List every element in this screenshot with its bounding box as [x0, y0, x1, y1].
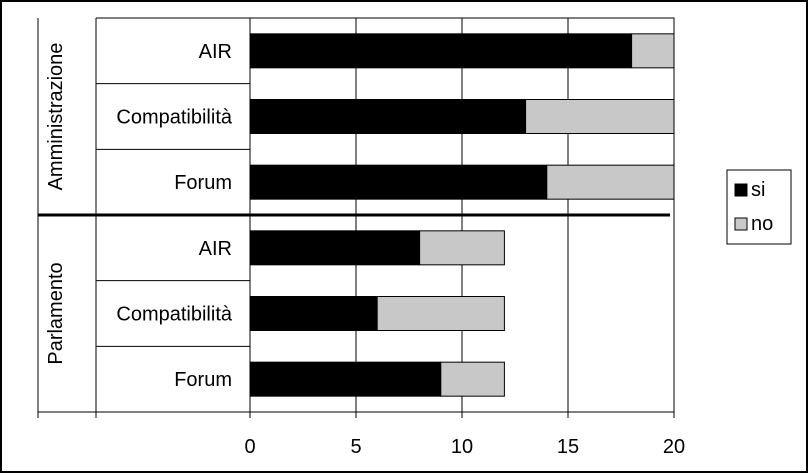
bar-si: [249, 296, 378, 331]
bar-si: [249, 361, 442, 397]
bar-no: [376, 296, 505, 331]
bar-si: [249, 33, 633, 69]
legend-box: [726, 169, 792, 245]
x-tick-label: 10: [451, 436, 473, 458]
x-tick-label: 5: [350, 436, 361, 458]
bar-no: [546, 164, 675, 200]
category-label: AIR: [199, 238, 232, 260]
bar-si: [249, 99, 527, 134]
bar-no: [440, 361, 505, 397]
category-label: Compatibilità: [116, 107, 232, 129]
bar-no: [631, 33, 675, 69]
legend-swatch-no: [734, 217, 748, 231]
bar-si: [249, 230, 421, 266]
category-label: Forum: [174, 369, 232, 391]
bar-no: [419, 230, 505, 266]
category-label: AIR: [199, 41, 232, 63]
group-label: Parlamento: [45, 262, 67, 364]
bar-si: [249, 164, 548, 200]
legend-swatch-si: [734, 183, 748, 197]
x-tick-label: 0: [244, 436, 255, 458]
category-label: Forum: [174, 172, 232, 194]
group-label: Amministrazione: [45, 43, 67, 191]
x-tick-label: 15: [557, 436, 579, 458]
bar-no: [525, 99, 675, 134]
legend-label-si: si: [751, 179, 765, 201]
x-tick-label: 20: [663, 436, 685, 458]
legend-label-no: no: [751, 213, 773, 235]
category-label: Compatibilità: [116, 304, 232, 326]
